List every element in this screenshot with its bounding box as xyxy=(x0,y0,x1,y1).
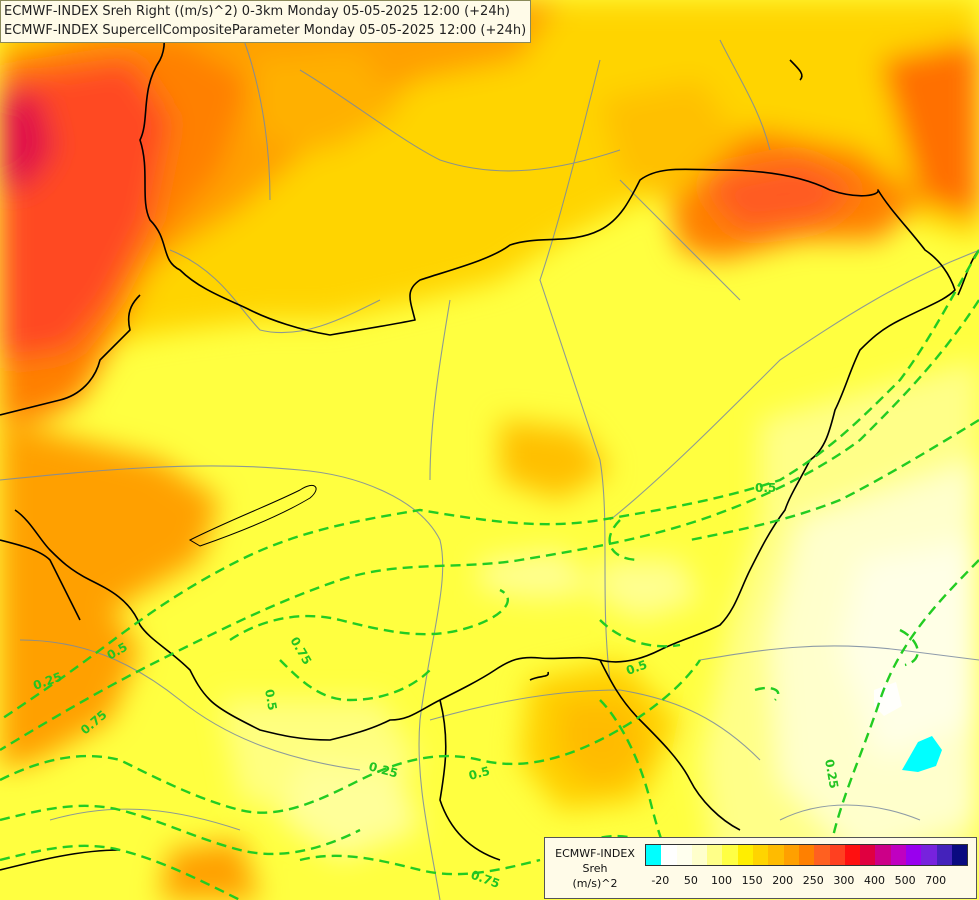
legend-tick-label: -20 xyxy=(651,874,670,887)
legend-tick-label: 300 xyxy=(833,874,855,887)
legend-swatch xyxy=(860,845,876,865)
legend-tick-label: 50 xyxy=(683,874,698,887)
legend-color-bar xyxy=(645,844,969,866)
legend-swatch xyxy=(829,845,845,865)
legend-swatch xyxy=(936,845,952,865)
legend-title: ECMWF-INDEX Sreh (m/s)^2 xyxy=(549,846,641,891)
legend-tick-label: 500 xyxy=(894,874,916,887)
map-title-scp: ECMWF-INDEX SupercellCompositeParameter … xyxy=(4,23,527,38)
contour-label: 0.25 xyxy=(822,758,841,790)
legend-swatch xyxy=(707,845,723,865)
legend-tick-label: 400 xyxy=(864,874,885,887)
rivers xyxy=(0,29,979,900)
scp-contours xyxy=(0,249,979,900)
legend-tick-label: 200 xyxy=(772,874,794,887)
legend-swatch xyxy=(951,845,968,865)
legend-swatch xyxy=(722,845,738,865)
legend-tick-label: 100 xyxy=(711,874,732,887)
legend-swatch xyxy=(691,845,708,865)
legend-swatch xyxy=(814,845,830,865)
legend-model: ECMWF-INDEX xyxy=(555,847,635,860)
legend-swatch xyxy=(661,845,677,865)
legend-swatch xyxy=(646,845,662,865)
map-title-box: ECMWF-INDEX Sreh Right ((m/s)^2) 0-3km M… xyxy=(0,0,532,43)
legend-tick-label: 150 xyxy=(741,874,763,887)
legend-swatch xyxy=(737,845,754,865)
legend-tick-label: 250 xyxy=(802,874,824,887)
legend-ticks: -20 50 100 150 200 250 300 400 500 700 xyxy=(645,874,967,888)
legend-tick-label: 700 xyxy=(925,874,947,887)
legend-swatch xyxy=(768,845,784,865)
legend-swatch xyxy=(875,845,891,865)
color-legend: ECMWF-INDEX Sreh (m/s)^2 -20 50 100 150 200 2… xyxy=(544,837,977,899)
borders xyxy=(0,0,979,871)
legend-swatch xyxy=(844,845,861,865)
legend-swatch xyxy=(921,845,937,865)
contour-label: 0.5 xyxy=(624,657,649,677)
legend-unit: (m/s)^2 xyxy=(572,877,618,890)
legend-swatch xyxy=(906,845,922,865)
legend-swatch xyxy=(753,845,769,865)
map-title-sreh: ECMWF-INDEX Sreh Right ((m/s)^2) 0-3km M… xyxy=(4,4,510,19)
contour-label: 0.5 xyxy=(755,481,776,495)
legend-swatch xyxy=(798,845,815,865)
legend-swatch xyxy=(890,845,907,865)
lake-balaton xyxy=(188,485,317,547)
legend-swatch xyxy=(676,845,692,865)
legend-parameter: Sreh xyxy=(582,862,608,875)
contour-label: 0.5 xyxy=(467,764,491,783)
legend-swatch xyxy=(783,845,799,865)
contour-label: 0.5 xyxy=(262,688,279,711)
